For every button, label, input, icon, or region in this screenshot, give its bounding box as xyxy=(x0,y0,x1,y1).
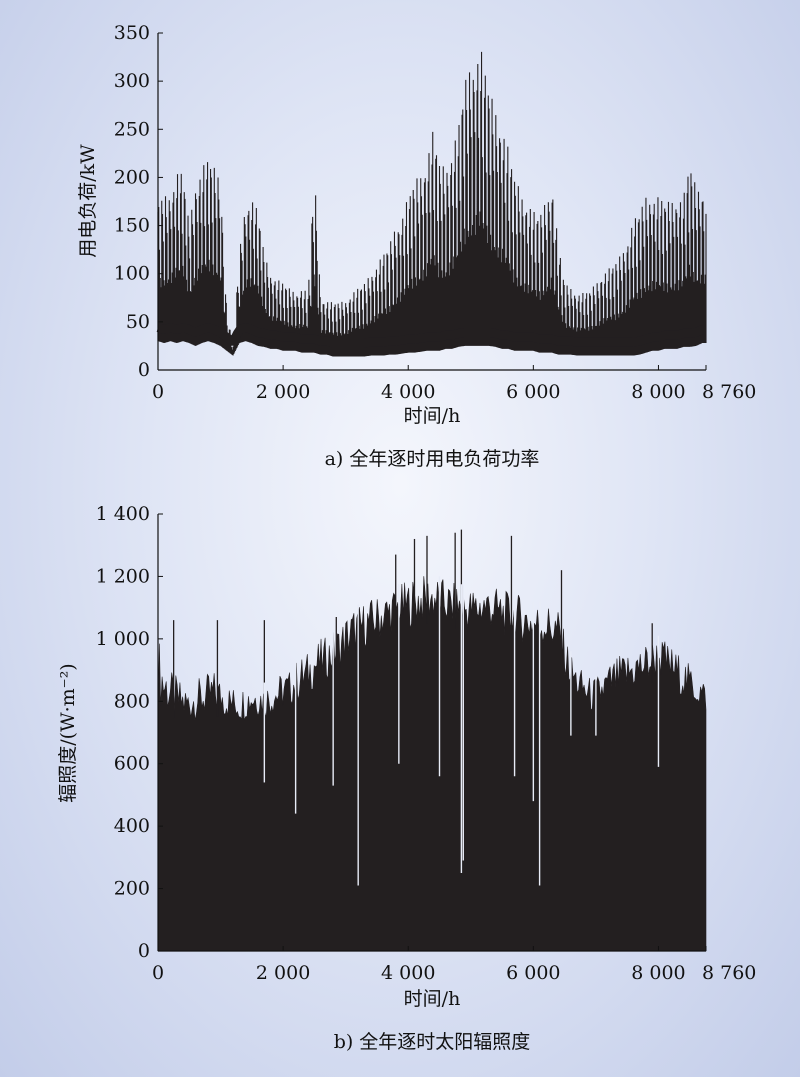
load-chart: 0 50 100 150 200 250 300 350 0 2 000 4 000 6 000 8 0… xyxy=(77,22,756,470)
y-tick-label: 0 xyxy=(138,940,150,962)
load-axes: 0 50 100 150 200 250 300 350 0 2 000 4 000 6 000 8 0… xyxy=(114,22,757,403)
x-tick-label: 8 000 xyxy=(631,962,685,984)
x-tick-label: 0 xyxy=(152,962,164,984)
load-base-band xyxy=(156,323,708,348)
x-tick-label: 6 000 xyxy=(506,381,560,403)
y-tick-label: 400 xyxy=(114,815,150,837)
x-tick-label: 0 xyxy=(152,381,164,403)
load-y-axis-label: 用电负荷/kW xyxy=(77,144,99,258)
y-tick-label: 1 000 xyxy=(96,628,150,650)
irradiance-axes: 0 200 400 600 800 1 000 1 200 1 400 0 2 000 4 000 6… xyxy=(96,503,757,984)
irradiance-chart: 0 200 400 600 800 1 000 1 200 1 400 0 2 000 4 000 6… xyxy=(57,503,756,1053)
irradiance-y-axis-label: 辐照度/(W·m⁻²) xyxy=(57,663,79,802)
x-tick-label: 4 000 xyxy=(381,962,435,984)
y-tick-label: 300 xyxy=(114,70,150,92)
y-tick-label: 350 xyxy=(114,22,150,44)
load-series xyxy=(156,51,708,357)
irradiance-area xyxy=(157,576,707,952)
y-tick-label: 50 xyxy=(126,311,150,333)
load-data-line xyxy=(157,51,707,357)
y-tick-label: 150 xyxy=(114,215,150,237)
irradiance-series xyxy=(157,529,707,952)
y-tick-label: 0 xyxy=(138,359,150,381)
load-x-axis-label: 时间/h xyxy=(404,405,461,427)
y-tick-label: 1 200 xyxy=(96,565,150,587)
x-tick-label: 8 000 xyxy=(631,381,685,403)
y-tick-label: 800 xyxy=(114,690,150,712)
irradiance-x-axis-label: 时间/h xyxy=(404,988,461,1010)
y-tick-label: 1 400 xyxy=(96,503,150,525)
x-tick-label: 8 760 xyxy=(702,962,756,984)
y-tick-label: 100 xyxy=(114,263,150,285)
irradiance-caption: b) 全年逐时太阳辐照度 xyxy=(334,1031,531,1053)
x-tick-label: 4 000 xyxy=(381,381,435,403)
y-tick-label: 250 xyxy=(114,118,150,140)
load-caption: a) 全年逐时用电负荷功率 xyxy=(325,448,540,470)
x-tick-label: 6 000 xyxy=(506,962,560,984)
x-tick-label: 8 760 xyxy=(702,381,756,403)
y-tick-label: 200 xyxy=(114,166,150,188)
x-tick-label: 2 000 xyxy=(256,962,310,984)
y-tick-label: 600 xyxy=(114,753,150,775)
x-tick-label: 2 000 xyxy=(256,381,310,403)
y-tick-label: 200 xyxy=(114,878,150,900)
